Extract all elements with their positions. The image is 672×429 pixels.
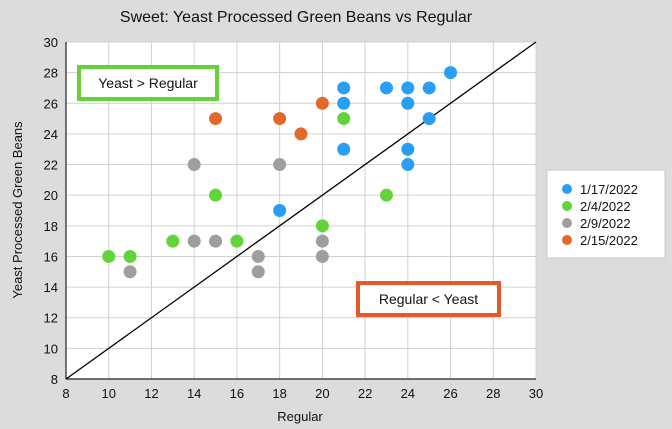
y-tick-label: 30 [44, 35, 58, 50]
data-point [337, 142, 351, 156]
x-tick-label: 10 [101, 386, 115, 401]
x-tick-label: 24 [401, 386, 415, 401]
data-point [337, 96, 351, 110]
y-axis-title: Yeast Processed Green Beans [10, 121, 25, 299]
data-point [230, 234, 244, 248]
data-point [166, 234, 180, 248]
data-point [123, 265, 137, 279]
data-point [123, 249, 137, 263]
data-point [102, 249, 116, 263]
legend-label: 2/4/2022 [580, 199, 631, 214]
x-tick-label: 12 [144, 386, 158, 401]
y-tick-label: 12 [44, 311, 58, 326]
y-tick-label: 26 [44, 96, 58, 111]
data-point [337, 112, 351, 126]
annotation-text: Regular < Yeast [379, 291, 478, 307]
x-tick-label: 8 [62, 386, 69, 401]
annotation-box [356, 281, 501, 317]
data-point [273, 112, 287, 126]
x-tick-label: 18 [272, 386, 286, 401]
annotation-box [77, 65, 219, 101]
diagonal-line [65, 41, 537, 380]
data-point [294, 127, 308, 141]
y-tick-label: 20 [44, 188, 58, 203]
y-tick-label: 16 [44, 249, 58, 264]
data-point [315, 234, 329, 248]
legend-marker [562, 184, 572, 194]
legend-label: 2/9/2022 [580, 216, 631, 231]
data-point [187, 234, 201, 248]
x-tick-label: 30 [529, 386, 543, 401]
chart-title: Sweet: Yeast Processed Green Beans vs Re… [120, 9, 473, 26]
data-point [379, 81, 393, 95]
legend-marker [562, 235, 572, 245]
data-point [315, 249, 329, 263]
data-point [337, 81, 351, 95]
x-tick-label: 16 [230, 386, 244, 401]
data-point [315, 219, 329, 233]
x-tick-labels: 8 10 12 14 16 18 20 22 24 26 28 30 [62, 386, 543, 401]
y-tick-label: 10 [44, 341, 58, 356]
data-point [401, 158, 415, 172]
data-point [422, 81, 436, 95]
y-tick-label: 22 [44, 158, 58, 173]
data-point [251, 249, 265, 263]
data-point [379, 188, 393, 202]
data-point [444, 66, 458, 80]
data-point [401, 81, 415, 95]
legend: 1/17/2022 2/4/2022 2/9/2022 2/15/2022 [546, 169, 666, 259]
y-tick-label: 18 [44, 219, 58, 234]
legend-label: 2/15/2022 [580, 233, 638, 248]
legend-label: 1/17/2022 [580, 182, 638, 197]
x-tick-label: 20 [315, 386, 329, 401]
data-points [102, 66, 458, 279]
data-point [209, 188, 223, 202]
legend-marker [562, 218, 572, 228]
data-point [273, 158, 287, 172]
x-tick-label: 28 [486, 386, 500, 401]
y-tick-label: 14 [44, 280, 58, 295]
annotations: Yeast > Regular Regular < Yeast [77, 65, 501, 317]
data-point [251, 265, 265, 279]
data-point [209, 234, 223, 248]
annotation-text: Yeast > Regular [98, 75, 198, 91]
data-point [273, 204, 287, 217]
y-tick-labels: 8 10 12 14 16 18 20 22 24 26 28 30 [44, 35, 58, 387]
axes [65, 42, 536, 380]
data-point [422, 112, 436, 126]
legend-marker [562, 201, 572, 211]
x-axis-title: Regular [277, 409, 323, 424]
y-tick-label: 28 [44, 66, 58, 81]
y-tick-label: 24 [44, 127, 58, 142]
reference-line [65, 41, 537, 380]
x-tick-label: 14 [187, 386, 201, 401]
data-point [401, 142, 415, 156]
x-tick-label: 22 [358, 386, 372, 401]
data-point [209, 112, 223, 126]
data-point [401, 96, 415, 110]
y-tick-label: 8 [51, 372, 58, 387]
x-tick-label: 26 [443, 386, 457, 401]
data-point [315, 96, 329, 110]
data-point [187, 158, 201, 172]
